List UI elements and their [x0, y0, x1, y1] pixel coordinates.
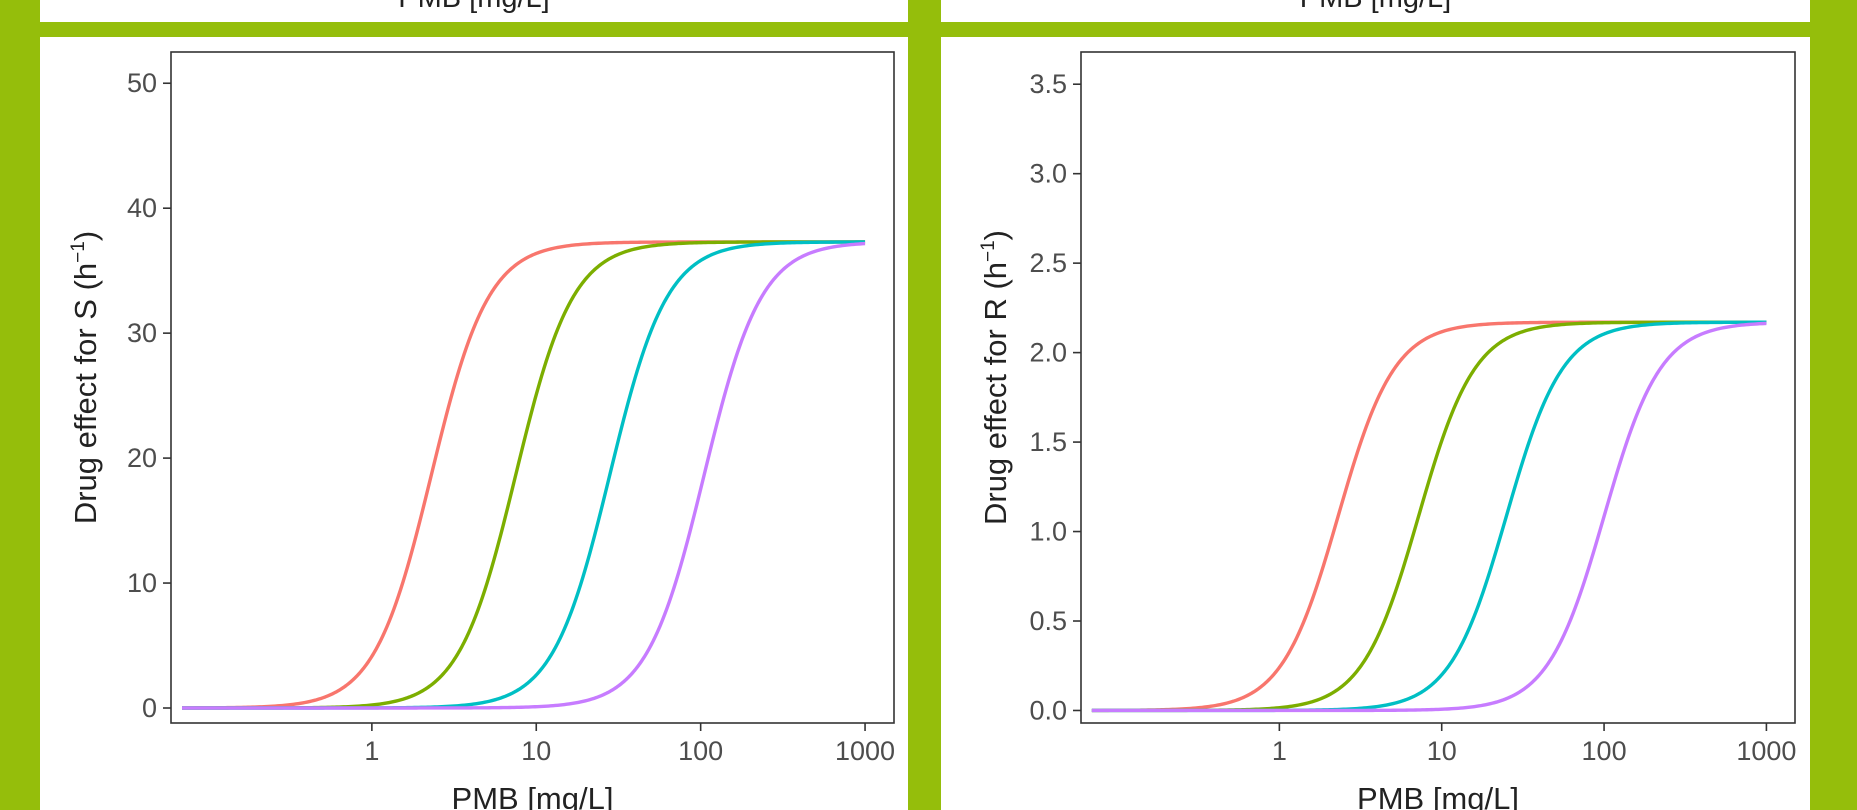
series-line-1 — [1091, 320, 1767, 713]
x-tick-label: 10 — [1427, 736, 1457, 766]
series-line-2 — [1091, 320, 1767, 713]
y-tick-label: 3.5 — [1029, 69, 1067, 99]
series-line-3 — [1091, 320, 1767, 713]
y-tick-label: 0.5 — [1029, 606, 1067, 636]
x-tick-label: 1 — [364, 736, 379, 766]
x-tick-label: 100 — [678, 736, 723, 766]
y-axis-label: Drug effect for R (h−1) — [978, 230, 1013, 525]
plot-border — [170, 51, 895, 724]
x-tick-label: 10 — [521, 736, 551, 766]
top-left-xlabel: PMB [mg/L] — [40, 0, 908, 15]
top-left-partial-panel: PMB [mg/L] — [40, 0, 908, 22]
series-line-1 — [182, 240, 866, 710]
top-right-partial-panel: PMB [mg/L] — [941, 0, 1810, 22]
x-tick-label: 100 — [1582, 736, 1627, 766]
top-right-xlabel: PMB [mg/L] — [941, 0, 1810, 15]
x-axis-label: PMB [mg/L] — [1357, 781, 1519, 810]
y-tick-label: 0.0 — [1029, 695, 1067, 725]
x-tick-label: 1 — [1272, 736, 1287, 766]
chart-s: 0 10 20 30 40 50 1 10 100 1000 PMB [mg/L] Drug effe… — [68, 51, 895, 810]
y-tick-label: 30 — [127, 318, 157, 348]
y-tick-label: 3.0 — [1029, 159, 1067, 189]
y-tick-label: 40 — [127, 193, 157, 223]
y-tick-label: 0 — [142, 693, 157, 723]
chart-panel-r: 0.0 0.5 1.0 1.5 2.0 2.5 3.0 3.5 1 10 100 1000 PMB [m… — [941, 37, 1810, 810]
series-line-4 — [1091, 321, 1767, 713]
y-tick-label: 1.0 — [1029, 517, 1067, 547]
chart-r: 0.0 0.5 1.0 1.5 2.0 2.5 3.0 3.5 1 10 100 1000 PMB [m… — [978, 51, 1796, 810]
x-tick-label: 1000 — [835, 736, 895, 766]
y-tick-label: 50 — [127, 68, 157, 98]
series-line-2 — [182, 240, 866, 710]
y-tick-label: 10 — [127, 568, 157, 598]
y-tick-label: 2.5 — [1029, 248, 1067, 278]
series-line-3 — [182, 240, 866, 710]
plot-border — [1080, 51, 1796, 724]
y-tick-label: 2.0 — [1029, 338, 1067, 368]
y-axis-label: Drug effect for S (h−1) — [68, 231, 103, 524]
x-axis-label: PMB [mg/L] — [452, 781, 614, 810]
y-tick-label: 20 — [127, 443, 157, 473]
series-line-4 — [182, 241, 866, 710]
chart-panel-s: 0 10 20 30 40 50 1 10 100 1000 PMB [mg/L] Drug effe… — [40, 37, 908, 810]
y-tick-label: 1.5 — [1029, 427, 1067, 457]
x-tick-label: 1000 — [1736, 736, 1796, 766]
